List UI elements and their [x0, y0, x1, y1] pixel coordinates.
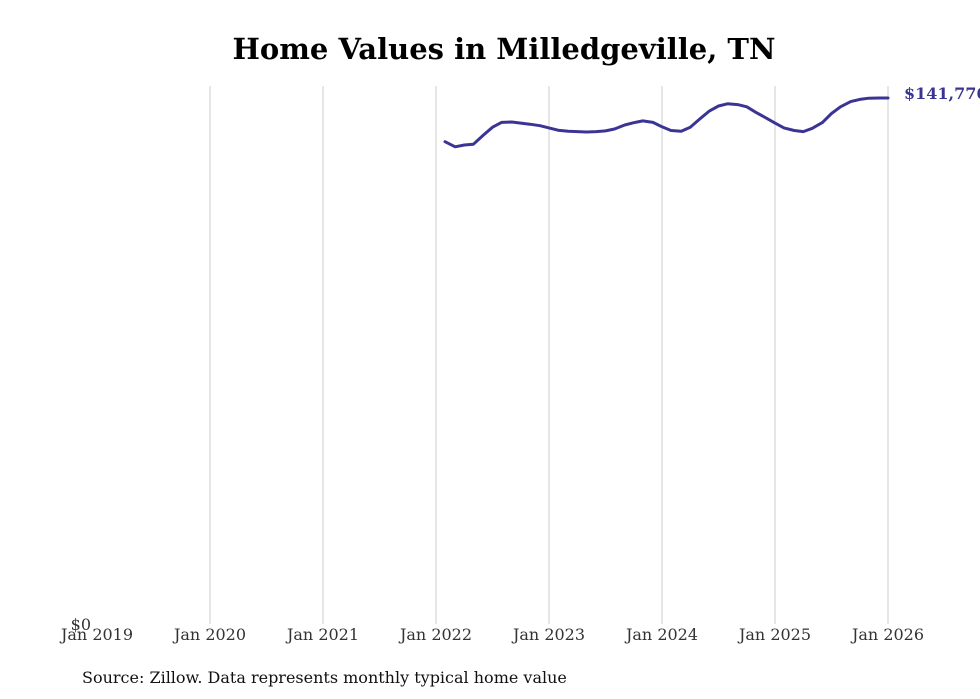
series-line	[443, 96, 890, 149]
x-axis-tick-label: Jan 2020	[172, 625, 246, 644]
source-note: Source: Zillow. Data represents monthly …	[82, 668, 567, 687]
series-layer	[443, 96, 890, 149]
x-axis-tick-label: Jan 2022	[398, 625, 472, 644]
x-axis-tick-label: Jan 2019	[59, 625, 133, 644]
x-axis: Jan 2019 Jan 2020 Jan 2021 Jan 2022 Jan 2023…	[59, 625, 924, 644]
x-axis-tick-label: Jan 2025	[737, 625, 811, 644]
x-axis-tick-label: Jan 2024	[624, 625, 698, 644]
x-axis-tick-label: Jan 2021	[285, 625, 359, 644]
grid-lines	[209, 86, 889, 624]
end-value-label: $141,776	[904, 84, 980, 103]
chart-title: Home Values in Milledgeville, TN	[232, 32, 775, 66]
y-axis-tick-label: $0	[71, 615, 91, 634]
x-axis-tick-label: Jan 2023	[511, 625, 585, 644]
x-axis-tick-label: Jan 2026	[850, 625, 924, 644]
